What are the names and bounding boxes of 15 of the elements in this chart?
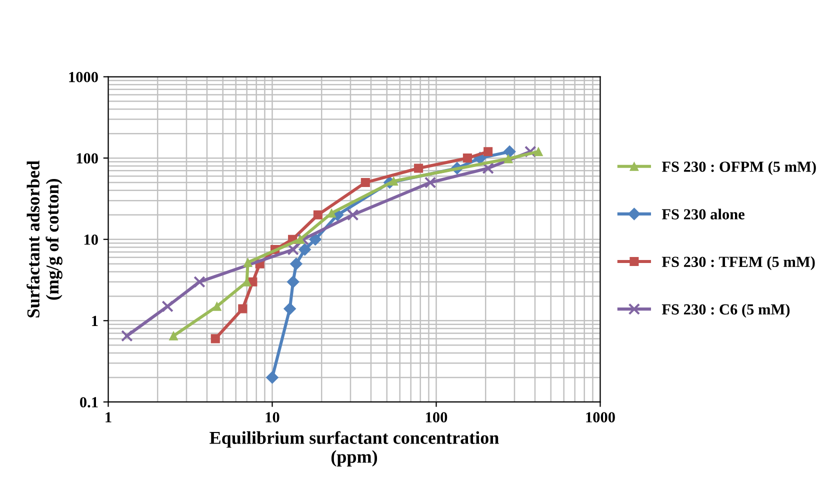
x-tick-label: 100 bbox=[426, 412, 448, 422]
y-tick-label: 10 bbox=[84, 234, 98, 245]
legend-label: FS 230 : TFEM (5 mM) bbox=[662, 256, 815, 270]
legend-label: FS 230 : C6 (5 mM) bbox=[662, 304, 790, 318]
x-tick-label: 10 bbox=[266, 412, 280, 422]
y-tick-label: 1 bbox=[92, 316, 98, 326]
x-tick-label: 1 bbox=[106, 412, 112, 422]
y-tick-label: 1000 bbox=[69, 72, 98, 82]
y-axis-title: Surfactant adsorbed (mg/g of cotton) bbox=[26, 160, 62, 318]
y-tick-label: 0.1 bbox=[80, 397, 98, 408]
x-tick-label: 1000 bbox=[586, 412, 615, 422]
legend-label: FS 230 : OFPM (5 mM) bbox=[662, 161, 816, 175]
legend-label: FS 230 alone bbox=[662, 208, 744, 220]
x-axis-title: Equilibrium surfactant concentration (ppm) bbox=[210, 431, 499, 467]
y-tick-label: 100 bbox=[76, 153, 98, 164]
